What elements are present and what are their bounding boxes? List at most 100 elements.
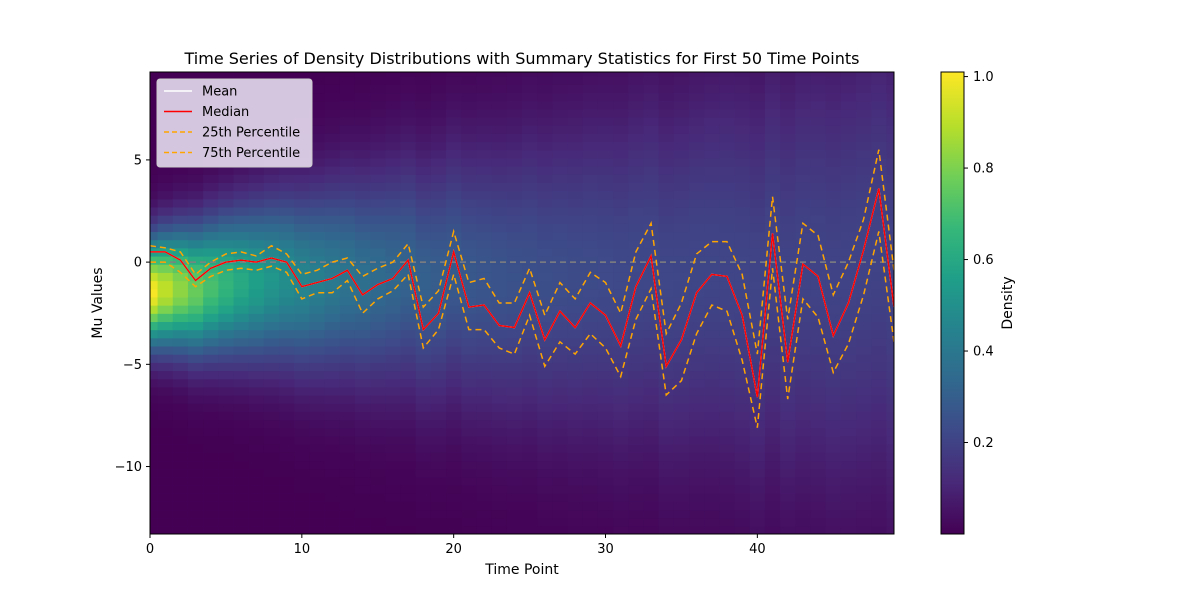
heatmap-cell (658, 517, 675, 527)
heatmap-cell (582, 264, 599, 273)
heatmap-cell (628, 125, 645, 134)
heatmap-cell (157, 362, 174, 372)
heatmap-cell (476, 305, 493, 314)
heatmap-cell (886, 468, 894, 478)
heatmap-cell (218, 370, 235, 380)
heatmap-cell (749, 501, 766, 511)
heatmap-cell (825, 247, 842, 257)
heatmap-cell (203, 72, 219, 77)
heatmap-cell (233, 215, 250, 224)
heatmap-cell (613, 394, 629, 404)
heatmap-cell (157, 255, 174, 265)
heatmap-cell (415, 305, 432, 314)
heatmap-cell (172, 305, 189, 314)
heatmap-cell (263, 444, 280, 453)
heatmap-cell (825, 476, 842, 486)
heatmap-cell (582, 198, 599, 208)
heatmap-cell (233, 313, 250, 322)
heatmap-cell (279, 329, 295, 339)
heatmap-cell (309, 264, 326, 273)
heatmap-cell (172, 272, 189, 282)
heatmap-cell (582, 100, 599, 110)
heatmap-cell (537, 296, 553, 306)
heatmap-cell (279, 166, 295, 175)
heatmap-cell (871, 141, 887, 151)
heatmap-cell (263, 72, 280, 77)
heatmap-cell (810, 329, 827, 339)
heatmap-cell (856, 345, 872, 355)
heatmap-cell (658, 501, 675, 511)
heatmap-cell (203, 247, 219, 257)
heatmap-cell (749, 362, 766, 372)
heatmap-cell (150, 174, 159, 183)
heatmap-cell (218, 255, 235, 265)
heatmap-cell (643, 264, 660, 273)
heatmap-cell (157, 419, 174, 429)
heatmap-cell (643, 452, 660, 462)
heatmap-cell (582, 517, 599, 527)
heatmap-cell (461, 296, 478, 306)
heatmap-cell (840, 116, 857, 126)
heatmap-cell (233, 419, 250, 429)
heatmap-cell (324, 125, 341, 134)
heatmap-cell (673, 84, 690, 94)
heatmap-cell (856, 517, 872, 527)
heatmap-cell (810, 378, 827, 388)
heatmap-cell (430, 501, 447, 511)
heatmap-cell (825, 231, 842, 241)
heatmap-cell (309, 329, 326, 339)
heatmap-cell (567, 435, 584, 445)
heatmap-cell (795, 354, 812, 363)
heatmap-cell (203, 427, 219, 437)
heatmap-cell (780, 305, 796, 314)
heatmap-cell (430, 149, 447, 159)
heatmap-cell (187, 198, 204, 208)
heatmap-cell (233, 427, 250, 437)
heatmap-cell (597, 133, 614, 143)
heatmap-cell (324, 76, 341, 85)
heatmap-cell (567, 378, 584, 388)
heatmap-cell (597, 305, 614, 314)
heatmap-cell (658, 386, 675, 396)
heatmap-cell (552, 182, 569, 192)
heatmap-cell (354, 337, 371, 347)
heatmap-cell (689, 92, 705, 102)
heatmap-cell (597, 272, 614, 282)
heatmap-cell (324, 133, 341, 143)
heatmap-cell (613, 272, 629, 282)
heatmap-cell (172, 239, 189, 249)
heatmap-cell (218, 427, 235, 437)
heatmap-cell (400, 174, 417, 183)
heatmap-cell (415, 100, 432, 110)
heatmap-cell (430, 427, 447, 437)
heatmap-cell (324, 468, 341, 478)
heatmap-cell (673, 321, 690, 331)
heatmap-cell (370, 116, 386, 126)
heatmap-cell (537, 484, 553, 494)
heatmap-cell (597, 493, 614, 502)
heatmap-cell (628, 174, 645, 183)
heatmap-cell (415, 264, 432, 273)
heatmap-cell (491, 403, 508, 412)
heatmap-cell (263, 231, 280, 241)
heatmap-cell (840, 427, 857, 437)
heatmap-cell (704, 84, 720, 94)
heatmap-cell (597, 362, 614, 372)
heatmap-cell (856, 239, 872, 249)
heatmap-cell (552, 525, 569, 534)
heatmap-cell (233, 72, 250, 77)
heatmap-cell (582, 378, 599, 388)
heatmap-cell (795, 84, 812, 94)
heatmap-cell (385, 215, 402, 224)
heatmap-cell (673, 493, 690, 502)
heatmap-cell (613, 92, 629, 102)
heatmap-cell (704, 133, 720, 143)
heatmap-cell (886, 329, 894, 339)
heatmap-cell (446, 182, 462, 192)
heatmap-cell (886, 378, 894, 388)
heatmap-cell (856, 92, 872, 102)
heatmap-cell (825, 337, 842, 347)
heatmap-cell (203, 354, 219, 363)
heatmap-cell (248, 247, 265, 257)
heatmap-cell (613, 427, 629, 437)
